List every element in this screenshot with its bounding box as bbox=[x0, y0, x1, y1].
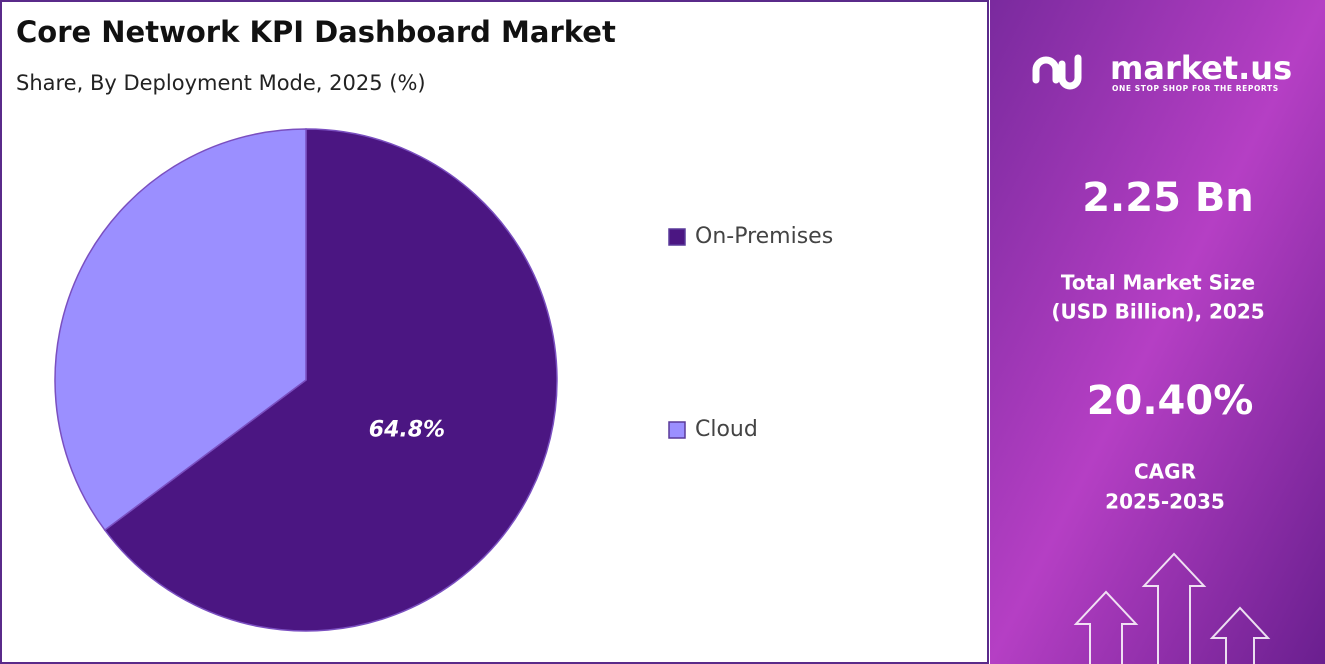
chart-title: Core Network KPI Dashboard Market bbox=[16, 15, 616, 49]
logo-icon bbox=[1032, 54, 1082, 90]
pie: 64.8% bbox=[54, 128, 558, 632]
cagr-label: CAGR bbox=[1134, 460, 1196, 484]
pie-slice bbox=[54, 128, 307, 532]
pie-slice bbox=[103, 128, 558, 632]
side-panel bbox=[990, 0, 1325, 664]
logo-tagline: ONE STOP SHOP FOR THE REPORTS bbox=[1112, 84, 1279, 93]
market-size-label: Total Market Size bbox=[1061, 271, 1255, 295]
legend-label: On-Premises bbox=[695, 224, 833, 249]
legend-label: Cloud bbox=[695, 417, 758, 442]
logo-text: market.us bbox=[1110, 49, 1292, 87]
cagr: 20.40% bbox=[1087, 378, 1254, 424]
logo: market.us ONE STOP SHOP FOR THE REPORTS bbox=[1032, 49, 1292, 93]
chart-subtitle: Share, By Deployment Mode, 2025 (%) bbox=[16, 71, 426, 95]
cagr-label: 2025-2035 bbox=[1105, 490, 1225, 514]
legend-swatch bbox=[668, 421, 686, 439]
arrows-decoration bbox=[1073, 552, 1271, 664]
legend-swatch bbox=[668, 228, 686, 246]
market-size: 2.25 Bn bbox=[1082, 175, 1254, 221]
data-label: 64.8% bbox=[369, 418, 445, 443]
market-size-label: (USD Billion), 2025 bbox=[1051, 300, 1264, 324]
